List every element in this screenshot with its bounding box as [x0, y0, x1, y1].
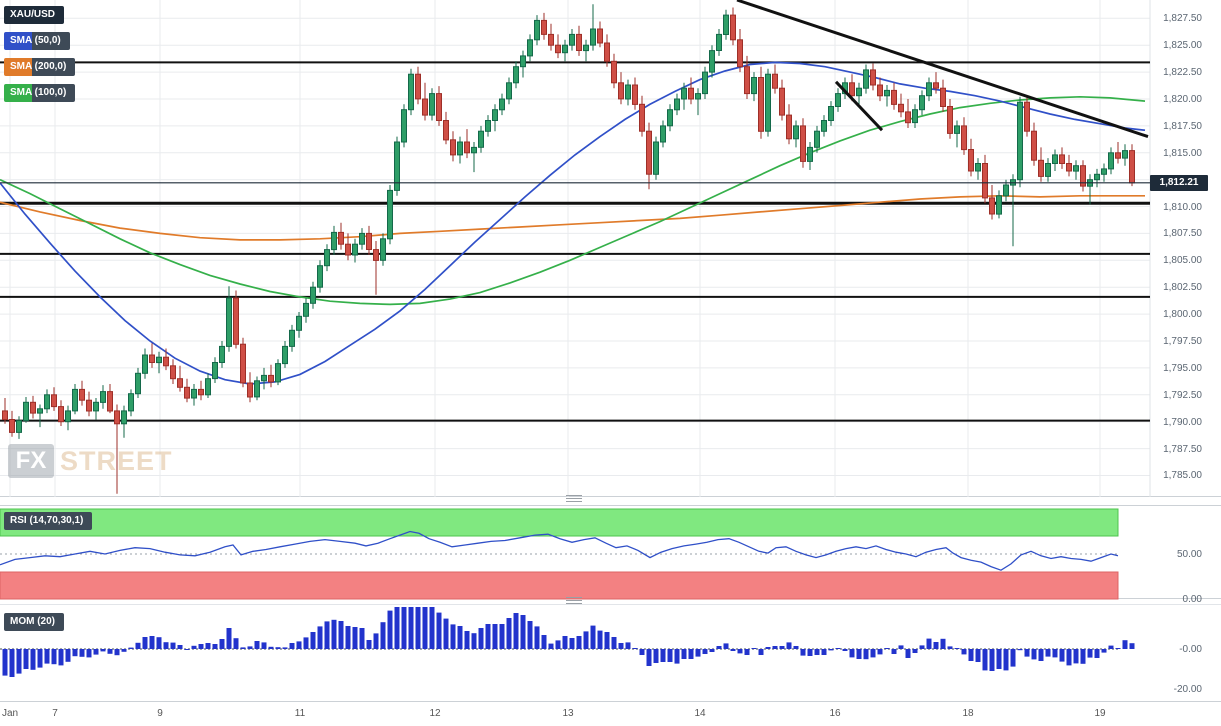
rsi-canvas[interactable] — [0, 506, 1221, 600]
sma-100-line — [0, 95, 1146, 306]
time-tick-label: 11 — [294, 708, 306, 719]
momentum-canvas[interactable] — [0, 605, 1221, 703]
time-tick-label: 13 — [562, 708, 574, 719]
price-tick-label: 1,785.00 — [1163, 470, 1202, 481]
last-price-badge: 1,812.21 — [1150, 175, 1208, 191]
fxstreet-logo-box: FX — [8, 444, 54, 478]
time-tick-label: Jan — [1, 708, 19, 719]
price-tick-label: 1,827.50 — [1163, 13, 1202, 24]
time-tick-label: 9 — [157, 708, 163, 719]
grid — [0, 0, 1151, 497]
price-tick-label: 1,825.00 — [1163, 40, 1202, 51]
price-tick-label: 1,792.50 — [1163, 390, 1202, 401]
time-tick-label: 12 — [429, 708, 441, 719]
price-tick-label: 1,815.00 — [1163, 148, 1202, 159]
price-tick-label: 1,790.00 — [1163, 417, 1202, 428]
legend-item-xauusd[interactable]: XAU/USD — [4, 6, 65, 24]
panel-resize-handle[interactable] — [566, 597, 582, 604]
legend-item-sma-50[interactable]: SMA (50,0) — [4, 32, 70, 50]
price-tick-label: 1,807.50 — [1163, 228, 1202, 239]
time-tick-label: 14 — [694, 708, 706, 719]
legend: XAU/USD SMA (50,0) SMA (200,0) SMA (100,0) — [4, 6, 76, 102]
price-axis[interactable] — [1150, 0, 1221, 702]
price-tick-label: 1,817.50 — [1163, 121, 1202, 132]
candles — [2, 4, 1135, 494]
time-tick-label: 7 — [52, 708, 58, 719]
price-tick-label: 1,810.00 — [1163, 202, 1202, 213]
momentum-tick-label: -0.00 — [1179, 644, 1202, 655]
price-tick-label: 1,820.00 — [1163, 94, 1202, 105]
panel-resize-handle[interactable] — [566, 495, 582, 502]
sma-50-line — [0, 61, 1146, 385]
rsi-indicator-badge[interactable]: RSI (14,70,30,1) — [4, 512, 93, 530]
momentum-indicator-badge[interactable]: MOM (20) — [4, 613, 64, 631]
price-tick-label: 1,802.50 — [1163, 282, 1202, 293]
rsi-line — [0, 530, 1119, 571]
legend-item-sma-100[interactable]: SMA (100,0) — [4, 84, 76, 102]
time-tick-label: 18 — [962, 708, 974, 719]
momentum-bars — [2, 607, 1135, 677]
rsi-overbought-band — [0, 508, 1119, 537]
price-tick-label: 1,795.00 — [1163, 363, 1202, 374]
time-axis[interactable]: Jan 7 9 11 12 13 14 16 18 19 — [0, 705, 1221, 725]
rsi-oversold-band — [0, 571, 1119, 600]
price-tick-label: 1,800.00 — [1163, 309, 1202, 320]
rsi-tick-label: 0.00 — [1182, 594, 1202, 605]
rsi-panel: RSI (14,70,30,1) 50.00 0.00 — [0, 505, 1221, 605]
price-canvas[interactable] — [0, 0, 1221, 497]
price-tick-label: 1,787.50 — [1163, 444, 1202, 455]
momentum-panel: MOM (20) -0.00 -20.00 — [0, 604, 1221, 702]
momentum-tick-label: -20.00 — [1173, 684, 1202, 695]
fxstreet-watermark: FX STREET — [8, 444, 173, 478]
fxstreet-logo-text: STREET — [60, 445, 173, 476]
trendlines — [736, 0, 1149, 139]
support-resistance-levels — [0, 61, 1150, 422]
price-tick-label: 1,797.50 — [1163, 336, 1202, 347]
price-tick-label: 1,822.50 — [1163, 67, 1202, 78]
price-tick-label: 1,805.00 — [1163, 255, 1202, 266]
time-tick-label: 19 — [1094, 708, 1106, 719]
rsi-tick-label: 50.00 — [1176, 549, 1202, 560]
price-panel: FX STREET XAU/USD SMA (50,0) SMA (200,0) SM… — [0, 0, 1221, 497]
sma-200-line — [0, 194, 1145, 241]
time-tick-label: 16 — [829, 708, 841, 719]
legend-item-sma-200[interactable]: SMA (200,0) — [4, 58, 76, 76]
